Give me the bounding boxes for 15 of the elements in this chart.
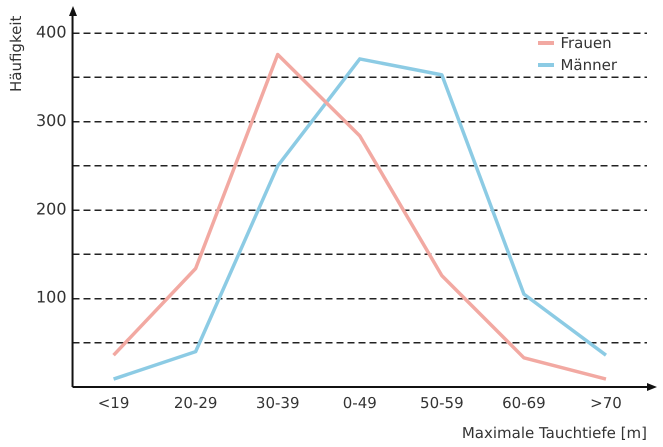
legend-label: Männer (560, 56, 617, 74)
x-axis-title: Maximale Tauchtiefe [m] (462, 424, 647, 442)
x-tick-label: 50-59 (420, 394, 464, 412)
x-tick-label: 0-49 (342, 394, 377, 412)
y-tick-label: 100 (36, 288, 67, 307)
y-tick-label: 400 (36, 22, 67, 42)
x-tick-label: 60-69 (502, 394, 546, 412)
y-tick-label: 200 (36, 199, 67, 218)
y-tick-label: 300 (36, 110, 67, 130)
x-tick-label: 20-29 (174, 394, 218, 412)
x-tick-label: >70 (590, 394, 622, 412)
x-tick-label: 30-39 (256, 394, 300, 412)
y-axis-title: Häufigkeit (6, 15, 25, 92)
x-tick-label: <19 (98, 394, 130, 412)
legend-label: Frauen (560, 34, 612, 52)
